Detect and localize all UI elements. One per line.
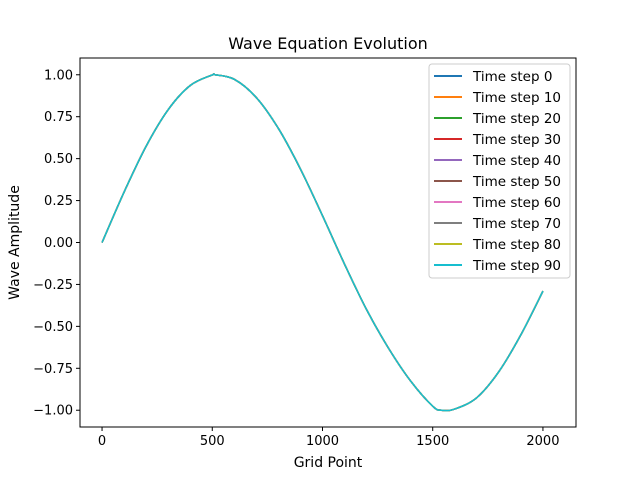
x-tick-label: 500	[200, 434, 225, 449]
y-tick-label: −0.75	[33, 362, 73, 377]
x-axis-label: Grid Point	[294, 455, 363, 471]
legend-label-1: Time step 10	[472, 90, 561, 106]
legend: Time step 0 Time step 10 Time step 20 Time …	[428, 63, 571, 279]
legend-label-0: Time step 0	[472, 69, 552, 85]
x-axis-ticks: 0 500 1000 1500 2000	[98, 427, 559, 449]
series-layer	[101, 73, 544, 412]
y-tick-label: 0.00	[44, 236, 73, 251]
y-axis-label: Wave Amplitude	[7, 185, 23, 300]
y-tick-label: 0.50	[44, 152, 73, 167]
x-tick-label: 2000	[526, 434, 559, 449]
legend-label-3: Time step 30	[472, 132, 561, 148]
legend-label-6: Time step 60	[472, 195, 561, 211]
legend-label-7: Time step 70	[472, 216, 561, 232]
y-tick-label: 1.00	[44, 68, 73, 83]
y-axis-ticks: −1.00 −0.75 −0.50 −0.25 0.00 0.25 0.50 0.75 1.00	[33, 68, 80, 419]
series-line-9	[101, 73, 544, 412]
legend-label-9: Time step 90	[472, 258, 561, 274]
y-tick-label: −0.50	[33, 320, 73, 335]
legend-label-5: Time step 50	[472, 174, 561, 190]
chart-title: Wave Equation Evolution	[228, 34, 428, 53]
x-tick-label: 1000	[306, 434, 339, 449]
y-tick-label: −1.00	[33, 404, 73, 419]
y-tick-label: 0.25	[44, 194, 73, 209]
x-tick-label: 1500	[416, 434, 449, 449]
legend-label-4: Time step 40	[472, 153, 561, 169]
legend-label-2: Time step 20	[472, 111, 561, 127]
y-tick-label: 0.75	[44, 110, 73, 125]
y-tick-label: −0.25	[33, 278, 73, 293]
x-tick-label: 0	[98, 434, 106, 449]
legend-label-8: Time step 80	[472, 237, 561, 253]
legend-box	[428, 63, 571, 279]
